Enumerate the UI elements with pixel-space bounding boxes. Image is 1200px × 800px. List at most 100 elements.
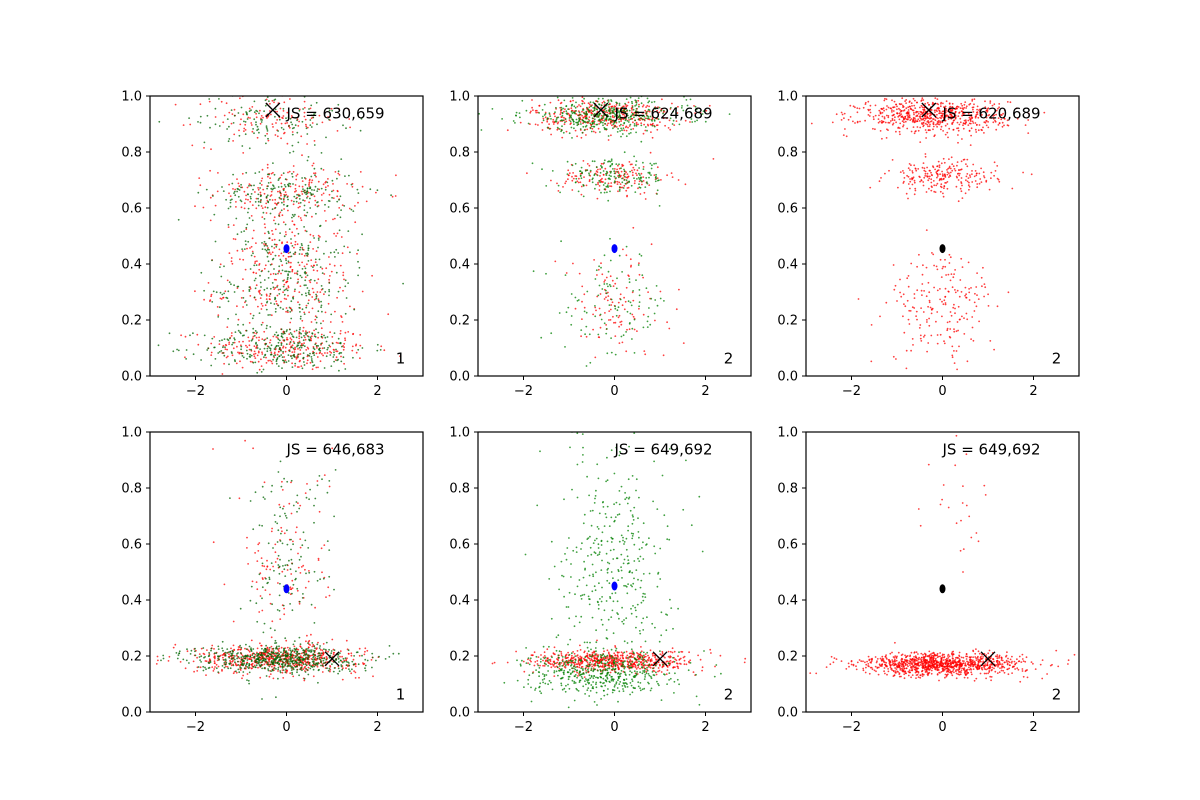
data-point [242,306,245,308]
data-point [320,333,323,336]
data-point [931,186,933,189]
data-point [611,279,614,282]
data-point [585,325,588,328]
data-point [972,339,975,342]
data-point [291,245,294,247]
data-point [311,654,314,657]
data-point [268,650,271,653]
data-point [243,207,246,210]
data-point [954,117,957,119]
data-point [893,100,896,103]
data-point [605,292,608,295]
data-point [298,331,301,334]
data-point [318,347,321,350]
data-point [895,121,897,124]
data-point [651,114,654,117]
data-point [250,339,253,342]
data-point [240,231,243,233]
data-point [366,649,369,652]
data-point [236,187,239,190]
data-point [265,356,267,359]
data-point [585,134,587,136]
data-point [545,272,547,275]
data-point [291,344,294,347]
data-point [631,313,634,316]
data-point [287,311,289,314]
data-point [287,260,290,263]
data-point [289,98,291,100]
data-point [885,137,888,139]
data-point [969,176,972,178]
data-point [314,199,317,202]
data-point [970,114,973,116]
data-point [899,171,902,174]
data-point [260,121,263,123]
data-point [965,175,968,178]
data-point [313,113,315,116]
data-point [302,564,305,567]
data-point [274,308,277,310]
data-point [303,342,305,344]
data-point [607,295,610,297]
data-point [304,338,307,341]
data-point [251,130,254,133]
data-point [331,336,334,338]
data-point [648,105,650,108]
data-point [282,285,285,288]
data-point [243,130,245,133]
data-point [936,165,938,168]
data-point [255,242,257,245]
data-point [618,174,620,177]
data-point [969,122,972,125]
y-tick-label: 0.8 [121,146,142,161]
data-point [619,321,622,323]
data-point [238,646,241,648]
data-point [593,123,596,125]
data-point [655,162,657,165]
data-point [968,181,970,184]
data-point [892,110,895,112]
data-point [650,124,652,126]
data-point [874,128,876,131]
data-point [225,198,228,201]
data-point [899,109,901,111]
data-point [928,177,931,180]
data-point [324,188,327,191]
data-point [361,185,364,188]
data-point [920,100,923,102]
data-point [963,122,965,125]
data-point [220,100,223,103]
data-point [289,277,292,280]
data-point [254,191,256,193]
data-point [933,135,936,138]
data-point [581,102,584,105]
data-point [644,198,647,200]
data-point [327,206,330,208]
data-point [561,125,563,128]
data-point [197,191,200,194]
data-point [325,220,327,222]
data-point [323,293,325,296]
data-point [939,258,942,261]
data-point [241,677,243,680]
data-point [605,110,608,112]
data-point [245,198,247,201]
data-point [922,184,925,187]
data-point [359,171,362,173]
data-point [333,354,335,356]
data-point [266,163,269,166]
data-point [285,307,288,309]
data-point [972,108,974,111]
data-point [259,201,262,204]
data-point [342,289,344,292]
data-point [594,356,597,359]
data-point [599,175,601,177]
data-point [944,302,947,304]
data-point [976,111,979,114]
data-point [925,229,928,232]
data-point [935,109,937,111]
data-point [974,292,976,295]
y-tick-label: 0.2 [777,314,798,329]
data-point [272,187,275,190]
data-point [269,326,272,328]
